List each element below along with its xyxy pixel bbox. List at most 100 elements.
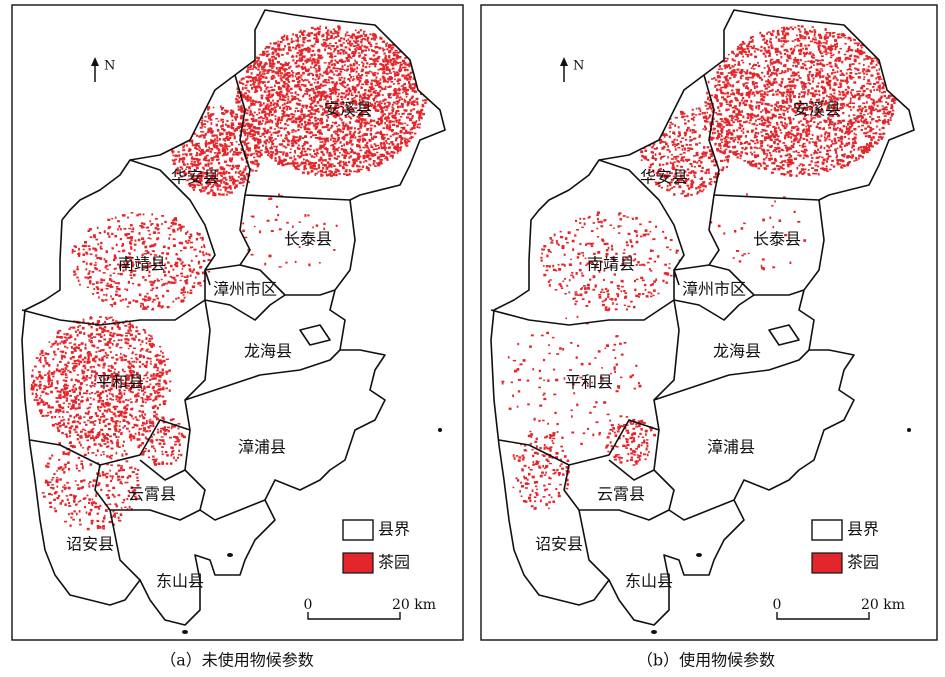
tea-pixel xyxy=(266,94,269,97)
tea-pixel xyxy=(224,160,228,163)
tea-pixel xyxy=(237,143,241,146)
tea-pixel xyxy=(229,157,231,160)
tea-pixel xyxy=(385,63,388,67)
tea-pixel xyxy=(222,177,225,180)
tea-pixel xyxy=(315,73,319,77)
tea-pixel xyxy=(45,386,49,389)
tea-pixel xyxy=(277,81,281,85)
tea-pixel xyxy=(138,339,141,342)
tea-pixel xyxy=(265,51,268,53)
tea-pixel xyxy=(190,160,193,163)
tea-pixel xyxy=(317,57,319,59)
tea-pixel xyxy=(384,105,387,108)
tea-pixel xyxy=(143,416,146,419)
tea-pixel xyxy=(359,126,363,129)
tea-pixel xyxy=(62,416,64,418)
tea-pixel xyxy=(155,374,157,377)
tea-pixel xyxy=(325,167,329,170)
tea-pixel xyxy=(330,134,333,137)
tea-pixel xyxy=(390,48,393,51)
tea-pixel xyxy=(72,385,75,388)
tea-pixel xyxy=(184,279,188,283)
tea-pixel xyxy=(103,338,107,341)
tea-pixel xyxy=(367,109,371,111)
tea-pixel xyxy=(165,373,168,375)
tea-pixel xyxy=(120,507,123,509)
tea-pixel xyxy=(265,53,269,57)
tea-pixel xyxy=(329,144,332,147)
tea-pixel xyxy=(271,67,274,69)
tea-pixel xyxy=(132,371,135,374)
tea-pixel xyxy=(288,118,292,121)
tea-pixel xyxy=(93,423,96,426)
tea-pixel xyxy=(366,71,370,75)
tea-pixel xyxy=(347,38,350,41)
tea-pixel xyxy=(225,193,228,196)
tea-pixel xyxy=(164,220,167,223)
tea-pixel xyxy=(408,62,411,65)
tea-pixel xyxy=(58,394,61,398)
tea-pixel xyxy=(198,149,201,152)
tea-pixel xyxy=(292,113,296,116)
tea-pixel xyxy=(102,279,106,282)
tea-pixel xyxy=(396,152,399,154)
tea-pixel xyxy=(89,421,93,424)
tea-pixel xyxy=(391,143,395,146)
tea-pixel xyxy=(367,154,370,157)
tea-pixel xyxy=(299,163,302,166)
tea-pixel xyxy=(39,361,42,364)
tea-pixel xyxy=(153,243,156,247)
tea-pixel xyxy=(289,156,293,159)
tea-pixel xyxy=(199,190,203,193)
tea-pixel xyxy=(230,149,233,152)
tea-pixel xyxy=(384,117,388,120)
tea-pixel xyxy=(349,90,352,93)
tea-pixel xyxy=(200,176,203,180)
tea-pixel xyxy=(416,111,419,114)
tea-pixel xyxy=(58,405,62,409)
tea-pixel xyxy=(384,57,387,60)
tea-pixel xyxy=(189,233,193,236)
tea-pixel xyxy=(242,86,244,90)
tea-pixel xyxy=(307,46,310,50)
tea-pixel xyxy=(321,56,324,58)
tea-pixel xyxy=(294,84,297,87)
tea-pixel xyxy=(297,129,300,132)
tea-pixel xyxy=(263,102,265,105)
tea-pixel xyxy=(146,420,148,423)
tea-pixel xyxy=(230,187,232,190)
tea-pixel xyxy=(102,367,105,369)
tea-pixel xyxy=(344,104,348,107)
tea-pixel xyxy=(35,357,39,359)
tea-pixel xyxy=(77,407,80,410)
tea-pixel xyxy=(149,393,153,396)
tea-pixel xyxy=(213,179,217,182)
tea-pixel xyxy=(183,137,187,141)
tea-pixel xyxy=(267,154,270,157)
tea-pixel xyxy=(265,112,268,115)
tea-pixel xyxy=(302,113,306,116)
tea-pixel xyxy=(265,131,269,135)
tea-pixel xyxy=(380,145,382,148)
tea-pixel xyxy=(39,375,43,378)
tea-pixel xyxy=(279,41,283,44)
tea-pixel xyxy=(295,65,299,68)
tea-pixel xyxy=(196,232,199,235)
tea-pixel xyxy=(175,265,179,268)
tea-pixel xyxy=(233,151,236,154)
tea-pixel xyxy=(216,183,219,186)
tea-pixel xyxy=(48,501,52,505)
tea-pixel xyxy=(244,87,248,89)
tea-pixel xyxy=(338,28,341,31)
tea-pixel xyxy=(190,163,194,165)
tea-pixel xyxy=(399,61,402,64)
tea-pixel xyxy=(129,390,133,393)
tea-pixel xyxy=(369,121,372,123)
tea-pixel xyxy=(86,412,90,415)
tea-pixel xyxy=(91,421,95,424)
tea-pixel xyxy=(112,383,115,387)
tea-pixel xyxy=(181,225,185,228)
tea-pixel xyxy=(413,100,416,103)
tea-pixel xyxy=(59,466,63,469)
tea-pixel xyxy=(78,362,81,366)
